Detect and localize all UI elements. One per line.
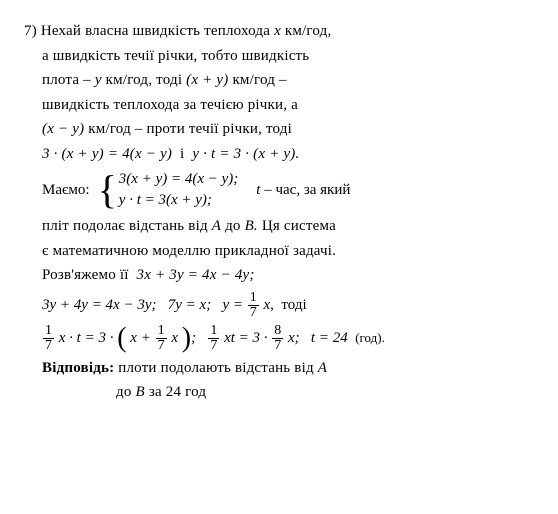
answer-2a: до [116,384,132,400]
answer-line-2: до B за 24 год [24,381,534,404]
eq-12a-mid: x · t = 3 · [59,329,114,345]
time-note-b: – час, за який [264,182,350,198]
unit-hours: (год). [355,329,385,344]
eq-12a-inner-mid: x + [130,329,151,345]
answer-label: Відповідь: [42,360,114,376]
point-a: A [212,218,221,234]
problem-number: 7) [24,23,37,39]
text-1a: Нехай власна швидкість теплохода [41,23,270,39]
sys-eq-1: 3(x + y) = 4(x − y); [119,169,238,190]
maemo-label: Маємо: [42,179,90,202]
var-y: y [95,72,102,88]
problem-line-10: Розв'яжемо її 3x + 3y = 4x − 4y; [24,264,534,287]
time-note: t – час, за який [256,179,350,202]
eq-12b-end: x; [288,329,300,345]
frac-num: 1 [208,324,219,339]
text-3c: км/год – [232,72,286,88]
var-t: t [256,182,260,198]
frac-1-7-a: 1 7 [248,291,259,320]
frac-den: 7 [156,339,167,353]
close-paren-icon: ) [182,322,191,353]
problem-line-8: пліт подолає відстань від A до B. Ця сис… [24,215,534,238]
problem-line-4: швидкість теплохода за течією річки, а [24,94,534,117]
eq-11c-pre: y = [222,296,243,312]
text-3b: км/год, тоді [106,72,183,88]
eq-12c: t = 24 [311,329,348,345]
answer-b: B [136,384,145,400]
eq-11c-post: x, [263,296,273,312]
text-3a: плота – [42,72,91,88]
frac-den: 7 [43,339,54,353]
frac-1-7-c: 1 7 [156,324,167,353]
frac-num: 1 [156,324,167,339]
problem-line-5: (x − y) км/год – проти течії річки, тоді [24,118,534,141]
point-b: B. [245,218,258,234]
eq-line-12: 1 7 x · t = 3 · ( x + 1 7 x ); 1 7 xt = … [24,324,534,353]
answer-val: 24 [166,384,181,400]
problem-line-2: а швидкість течії річки, тобто швидкість [24,45,534,68]
eq-11a: 3y + 4y = 4x − 3y; [42,296,157,312]
problem-line-9: є математичною моделлю прикладної задачі… [24,240,534,263]
eq-12b-mid: xt = 3 · [224,329,267,345]
frac-num: 1 [248,291,259,306]
text-4: швидкість теплохода за течією річки, а [42,97,298,113]
brace-icon: { [98,170,117,210]
answer-2b: за [149,384,162,400]
sys-eq-2: y · t = 3(x + y); [119,190,238,211]
expr-3: (x + y) [186,72,228,88]
answer-2c: год [185,384,206,400]
var-x: x [274,23,281,39]
problem-line-6: 3 · (x + y) = 4(x − y) і y · t = 3 · (x … [24,143,534,166]
problem-line-1: 7) Нехай власна швидкість теплохода x км… [24,20,534,43]
text-10: Розв'яжемо її [42,267,129,283]
text-2: а швидкість течії річки, тобто швидкість [42,48,309,64]
eq-6-1: 3 · (x + y) = 4(x − y) [42,146,172,162]
answer-line-1: Відповідь: плоти подолають відстань від … [24,357,534,380]
and: і [180,146,184,162]
expr-5: (x − y) [42,121,84,137]
text-9: є математичною моделлю прикладної задачі… [42,243,336,259]
frac-8-7: 8 7 [272,324,283,353]
problem-line-3: плота – y км/год, тоді (x + y) км/год – [24,69,534,92]
frac-den: 7 [272,339,283,353]
open-paren-icon: ( [117,322,126,353]
text-8: пліт подолає відстань від [42,218,208,234]
unit-1: км/год, [285,23,332,39]
answer-1: плоти подолають відстань від [118,360,314,376]
eq-line-11: 3y + 4y = 4x − 3y; 7y = x; y = 1 7 x, то… [24,291,534,320]
to: до [225,218,241,234]
text-8b: Ця система [262,218,336,234]
text-5a: км/год – проти течії річки, тоді [88,121,292,137]
eq-6-2: y · t = 3 · (x + y). [192,146,299,162]
frac-num: 1 [43,324,54,339]
frac-1-7-b: 1 7 [43,324,54,353]
frac-den: 7 [208,339,219,353]
todi: тоді [281,296,306,312]
frac-num: 8 [272,324,283,339]
brace-content: 3(x + y) = 4(x − y); y · t = 3(x + y); [119,169,238,211]
eq-12a-inner-end: x [171,329,178,345]
frac-den: 7 [248,306,259,320]
answer-a: A [318,360,327,376]
frac-1-7-d: 1 7 [208,324,219,353]
system-block: Маємо: { 3(x + y) = 4(x − y); y · t = 3(… [24,169,534,211]
eq-10: 3x + 3y = 4x − 4y; [137,267,255,283]
eq-11b: 7y = x; [168,296,211,312]
